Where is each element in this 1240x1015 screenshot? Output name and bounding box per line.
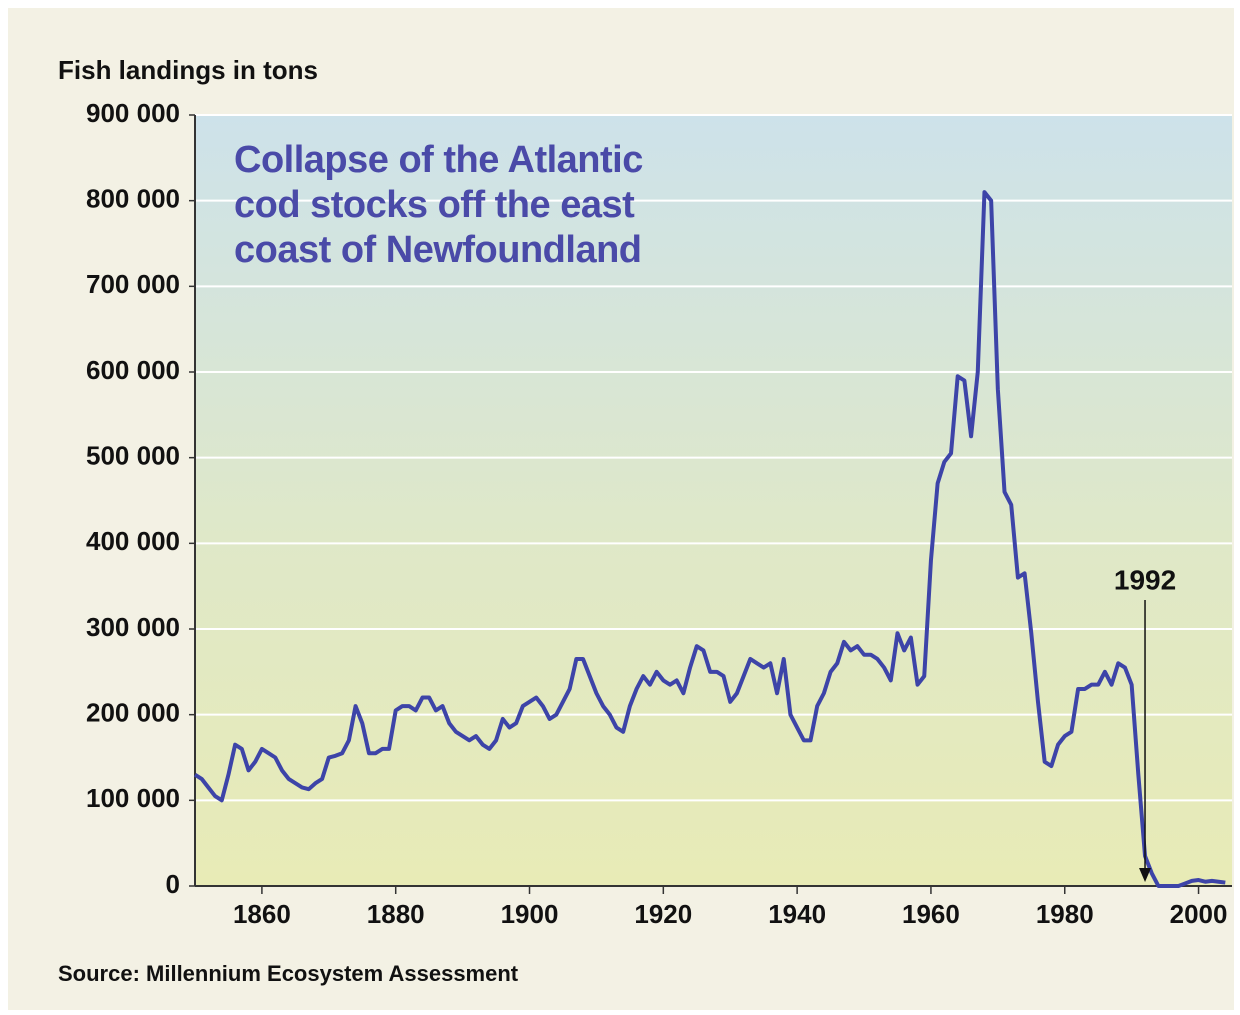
annotation-arrowhead — [1139, 868, 1152, 882]
y-tick-label: 400 000 — [86, 526, 180, 556]
x-tick-label: 1880 — [367, 899, 425, 929]
y-tick-label: 300 000 — [86, 612, 180, 642]
y-tick-label: 600 000 — [86, 355, 180, 385]
chart-title: Collapse of the Atlantic cod stocks off … — [234, 139, 643, 271]
y-tick-label: 500 000 — [86, 441, 180, 471]
y-tick-label: 100 000 — [86, 783, 180, 813]
y-tick-label: 0 — [166, 869, 180, 899]
data-line — [193, 190, 1226, 888]
x-tick-label: 2000 — [1170, 899, 1228, 929]
x-tick-label: 1940 — [768, 899, 826, 929]
x-tick-label: 1980 — [1036, 899, 1094, 929]
x-tick-label: 1920 — [634, 899, 692, 929]
x-tick-label: 1960 — [902, 899, 960, 929]
y-tick-label: 200 000 — [86, 698, 180, 728]
plot-area — [195, 115, 1232, 886]
y-axis-label: Fish landings in tons — [58, 55, 318, 85]
y-tick-label: 700 000 — [86, 269, 180, 299]
x-tick-label: 1900 — [501, 899, 559, 929]
y-tick-label: 800 000 — [86, 184, 180, 214]
source: Source: Millennium Ecosystem Assessment — [58, 961, 519, 986]
x-tick-label: 1860 — [233, 899, 291, 929]
y-tick-label: 900 000 — [86, 98, 180, 128]
annotation-label: 1992 — [1114, 564, 1176, 595]
